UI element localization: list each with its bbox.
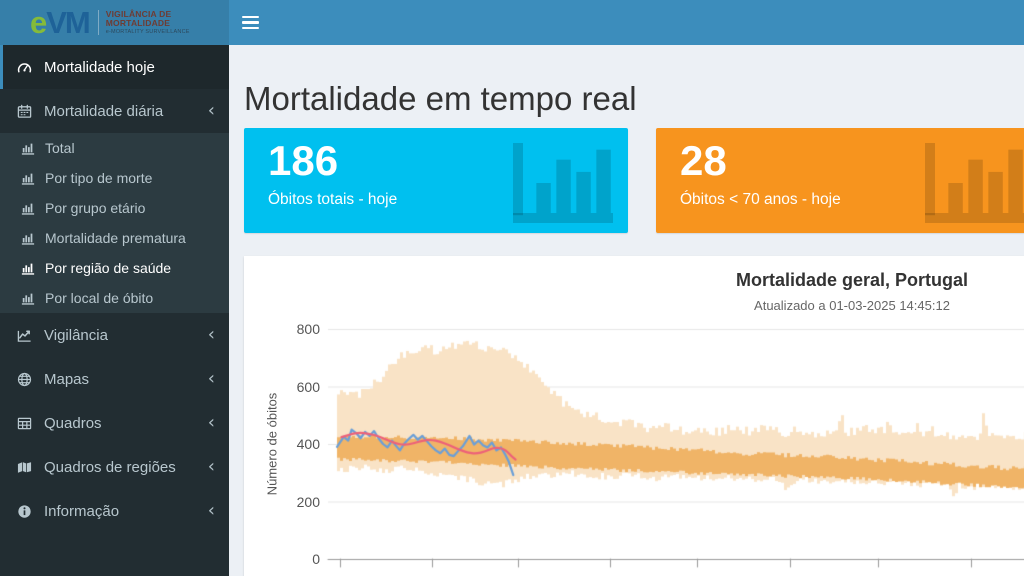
evm-logo-vm: VM <box>46 5 90 40</box>
sidebar-subitem-por-grupo-etario[interactable]: Por grupo etário <box>0 193 229 223</box>
stat-value-deaths-under-70: 28 <box>680 137 727 184</box>
sidebar-toggle-hamburger-icon[interactable] <box>242 13 264 32</box>
chevron-left-icon: ‹ <box>207 412 215 433</box>
sidebar-item-mortalidade-diaria[interactable]: Mortalidade diária ‹ <box>0 89 229 133</box>
line-chart-icon <box>17 328 44 343</box>
sidebar-subitem-label: Por região de saúde <box>45 260 172 276</box>
gauge-icon <box>17 60 44 75</box>
sidebar-item-informacao[interactable]: Informação ‹ <box>0 489 229 533</box>
map-icon <box>17 460 44 475</box>
sidebar-item-mapas[interactable]: Mapas ‹ <box>0 357 229 401</box>
bar-chart-icon <box>21 261 45 275</box>
info-circle-icon <box>17 504 44 519</box>
bar-chart-icon <box>21 201 45 215</box>
tagline-line1: VIGILÂNCIA DE <box>105 8 172 19</box>
sidebar-subitem-label: Por local de óbito <box>45 290 154 306</box>
sidebar-subitem-por-local-de-obito[interactable]: Por local de óbito <box>0 283 229 313</box>
sidebar-item-quadros-de-regioes[interactable]: Quadros de regiões ‹ <box>0 445 229 489</box>
sidebar-subitem-total[interactable]: Total <box>0 133 229 163</box>
sidebar-subitem-label: Por tipo de morte <box>45 170 153 186</box>
sidebar-subitem-label: Mortalidade prematura <box>45 230 186 246</box>
sidebar: Mortalidade hoje Mortalidade diária ‹ To… <box>0 45 229 576</box>
y-axis-tick-label: 0 <box>312 551 320 567</box>
bar-chart-icon <box>21 171 45 185</box>
stats-bars-icon <box>506 143 620 223</box>
sidebar-subitem-por-regiao-de-saude[interactable]: Por região de saúde <box>0 253 229 283</box>
chevron-left-icon: ‹ <box>207 368 215 389</box>
stat-label-total-deaths: Óbitos totais - hoje <box>268 191 398 208</box>
globe-icon <box>17 372 44 387</box>
chevron-left-icon: ‹ <box>207 324 215 345</box>
sidebar-item-vigilancia[interactable]: Vigilância ‹ <box>0 313 229 357</box>
chevron-left-icon: ‹ <box>207 100 215 121</box>
sidebar-item-label: Mortalidade hoje <box>44 58 155 76</box>
tagline-line3: e-MORTALITY SURVEILLANCE <box>105 29 190 36</box>
bar-chart-icon <box>21 231 45 245</box>
calendar-icon <box>17 104 44 119</box>
mortality-chart-panel: Mortalidade geral, Portugal Atualizado a… <box>244 256 1024 576</box>
evm-logo-tagline: VIGILÂNCIA DE MORTALIDADE e-MORTALITY SU… <box>97 8 190 36</box>
sidebar-item-label: Mortalidade diária <box>44 102 164 120</box>
stat-box[interactable]: 186 Óbitos totais - hoje <box>244 128 628 233</box>
y-axis-tick-label: 800 <box>296 321 320 337</box>
sidebar-subitem-por-tipo-de-morte[interactable]: Por tipo de morte <box>0 163 229 193</box>
top-navbar <box>229 0 1024 45</box>
sidebar-item-label: Informação <box>44 502 120 520</box>
y-axis-tick-label: 200 <box>296 493 320 510</box>
stat-label-deaths-under-70: Óbitos < 70 anos - hoje <box>680 191 841 208</box>
sidebar-item-label: Quadros <box>44 414 102 432</box>
y-axis-tick-label: 600 <box>296 378 320 395</box>
mortality-chart-canvas[interactable] <box>244 256 1024 576</box>
bar-chart-icon <box>21 141 45 155</box>
sidebar-item-label: Quadros de regiões <box>44 458 176 476</box>
evm-logo[interactable]: e VM VIGILÂNCIA DE MORTALIDADE e-MORTALI… <box>0 0 229 45</box>
stat-value-total-deaths: 186 <box>268 137 339 184</box>
stats-bars-icon <box>918 143 1024 223</box>
table-icon <box>17 416 44 431</box>
sidebar-subitem-label: Total <box>45 140 75 156</box>
sidebar-subitem-label: Por grupo etário <box>45 200 146 216</box>
tagline-line2: MORTALIDADE <box>105 18 171 29</box>
sidebar-subitem-mortalidade-prematura[interactable]: Mortalidade prematura <box>0 223 229 253</box>
sidebar-item-mortalidade-hoje[interactable]: Mortalidade hoje <box>0 45 229 89</box>
bar-chart-icon <box>21 291 45 305</box>
sidebar-item-label: Vigilância <box>44 326 108 344</box>
chevron-left-icon: ‹ <box>207 456 215 477</box>
evm-logo-e: e <box>30 5 47 40</box>
sidebar-item-quadros[interactable]: Quadros ‹ <box>0 401 229 445</box>
y-axis-tick-label: 400 <box>296 436 320 452</box>
sidebar-submenu-mortalidade-diaria: Total Por tipo de morte Por grupo etário… <box>0 133 229 313</box>
page-title: Mortalidade em tempo real <box>244 80 637 117</box>
chevron-left-icon: ‹ <box>207 500 215 521</box>
sidebar-item-label: Mapas <box>44 370 90 388</box>
stat-box[interactable]: 28 Óbitos < 70 anos - hoje <box>656 128 1024 233</box>
